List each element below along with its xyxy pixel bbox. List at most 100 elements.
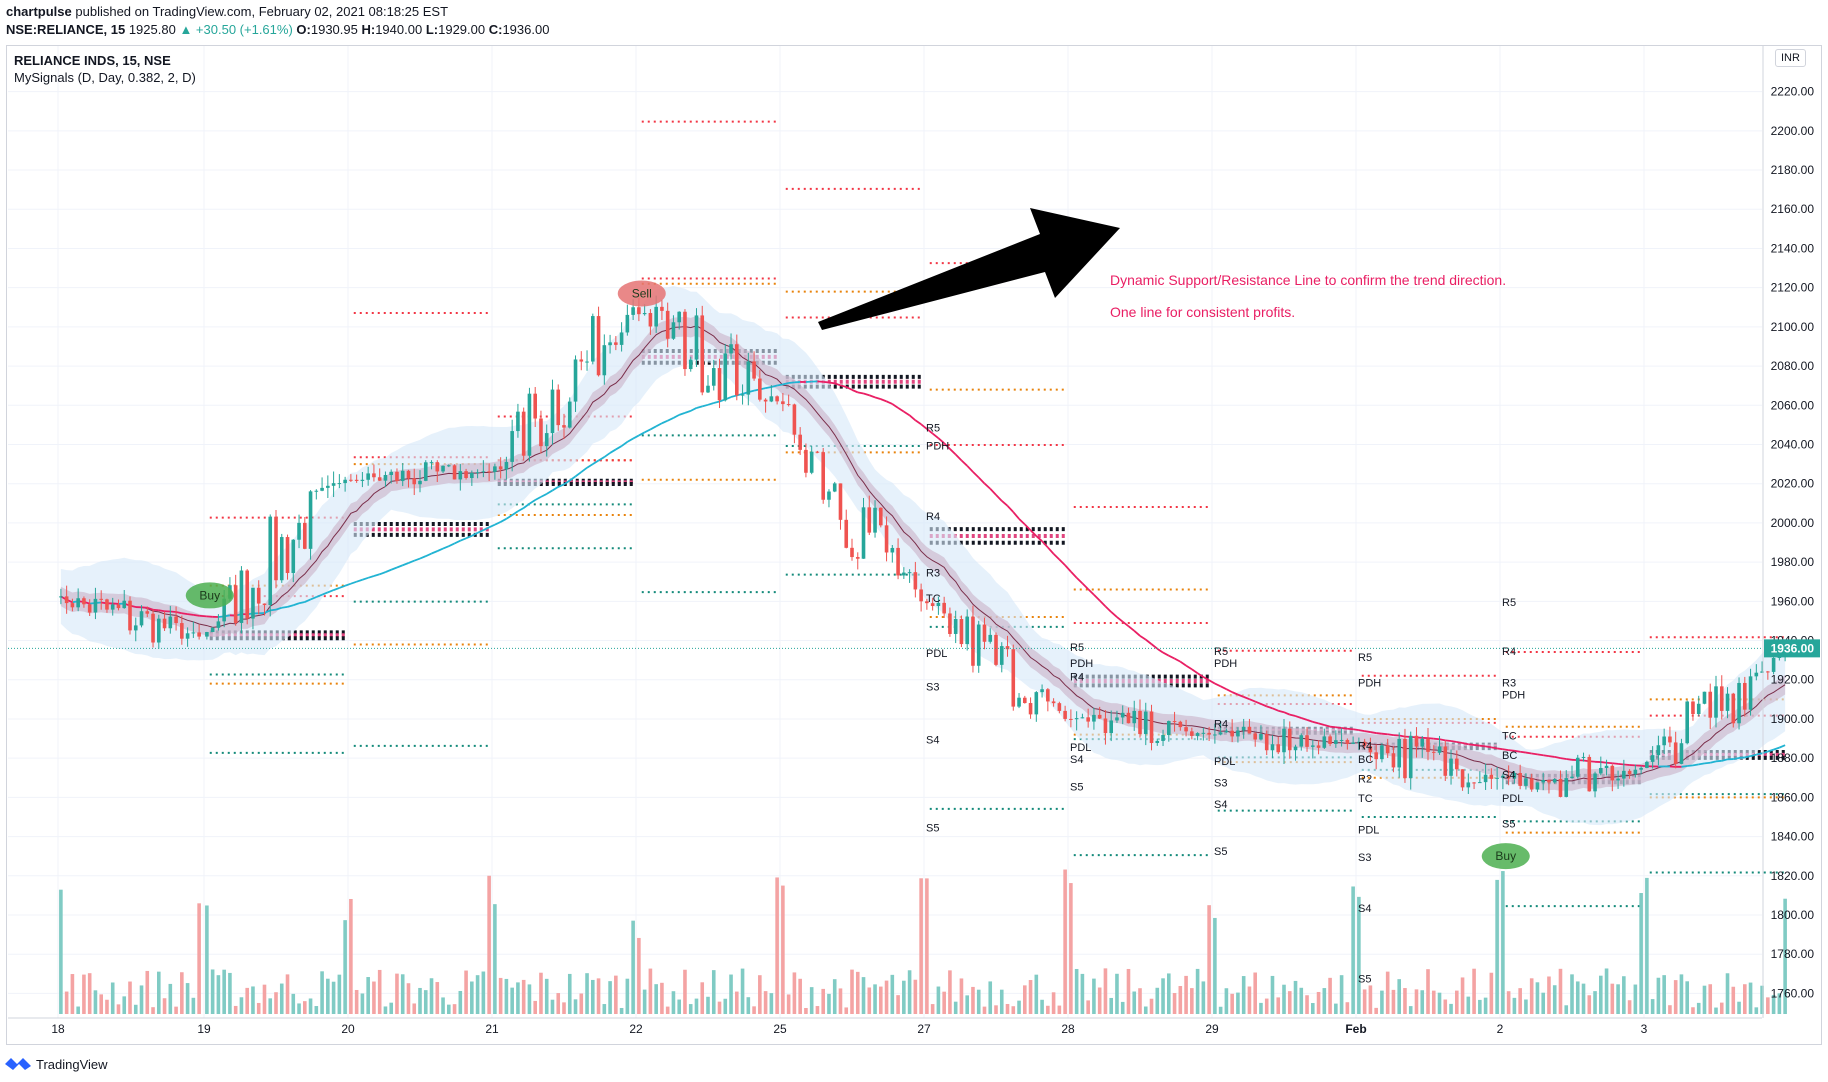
candle-body[interactable] (942, 602, 946, 614)
candle-body[interactable] (1005, 646, 1010, 650)
candle-body[interactable] (533, 393, 537, 419)
candle-body[interactable] (1132, 710, 1137, 724)
candle-body[interactable] (354, 479, 359, 481)
candle-body[interactable] (1172, 721, 1177, 723)
candle-body[interactable] (1737, 682, 1741, 724)
candle-body[interactable] (1616, 778, 1620, 781)
candle-body[interactable] (105, 599, 109, 610)
candle-body[interactable] (539, 418, 543, 447)
candle-body[interactable] (1547, 780, 1551, 783)
candle-body[interactable] (1743, 682, 1747, 710)
candle-body[interactable] (1449, 758, 1453, 776)
candle-body[interactable] (619, 332, 624, 345)
candle-body[interactable] (1351, 742, 1355, 744)
candle-body[interactable] (239, 570, 244, 623)
candle-body[interactable] (1426, 738, 1430, 752)
legend-symbol[interactable]: RELIANCE INDS, 15, NSE (14, 53, 171, 68)
candle-body[interactable] (145, 611, 150, 614)
candle-body[interactable] (1080, 717, 1085, 719)
candle-body[interactable] (1213, 734, 1217, 736)
candle-body[interactable] (925, 601, 929, 604)
candle-body[interactable] (665, 310, 670, 339)
candle-body[interactable] (1564, 778, 1569, 797)
candle-body[interactable] (418, 480, 422, 485)
candle-body[interactable] (1362, 741, 1367, 747)
currency-badge[interactable]: INR (1775, 49, 1806, 67)
candle-body[interactable] (447, 465, 451, 467)
candle-body[interactable] (1524, 778, 1528, 786)
candle-body[interactable] (614, 342, 618, 345)
candle-body[interactable] (1218, 732, 1223, 735)
candle-body[interactable] (1011, 649, 1016, 707)
candle-body[interactable] (1662, 736, 1666, 746)
candle-body[interactable] (1731, 693, 1736, 724)
candle-body[interactable] (1639, 767, 1643, 770)
candle-body[interactable] (1558, 778, 1563, 797)
candle-body[interactable] (642, 312, 647, 315)
candle-body[interactable] (556, 389, 561, 426)
candle-body[interactable] (1057, 703, 1062, 711)
candle-body[interactable] (1051, 701, 1056, 704)
candle-body[interactable] (458, 471, 463, 480)
candle-body[interactable] (637, 307, 641, 315)
candle-body[interactable] (1178, 721, 1183, 728)
candle-body[interactable] (191, 632, 196, 634)
candle-body[interactable] (1120, 712, 1125, 718)
candle-body[interactable] (326, 485, 330, 488)
candle-body[interactable] (498, 466, 503, 470)
candle-body[interactable] (1633, 769, 1638, 775)
candle-body[interactable] (122, 600, 127, 609)
candle-body[interactable] (331, 483, 336, 486)
candle-body[interactable] (608, 342, 612, 346)
candle-body[interactable] (706, 385, 710, 393)
candle-body[interactable] (1391, 753, 1396, 768)
candle-body[interactable] (953, 619, 958, 634)
candle-body[interactable] (890, 547, 895, 553)
candle-body[interactable] (625, 314, 630, 333)
candle-body[interactable] (262, 603, 267, 605)
candle-body[interactable] (821, 452, 825, 500)
candle-body[interactable] (1167, 721, 1171, 736)
candle-body[interactable] (763, 399, 768, 402)
candle-body[interactable] (99, 598, 103, 600)
candle-body[interactable] (1236, 730, 1240, 737)
candle-body[interactable] (919, 589, 923, 602)
candle-body[interactable] (372, 473, 376, 478)
candle-body[interactable] (1339, 739, 1344, 741)
candle-body[interactable] (907, 572, 912, 574)
candle-body[interactable] (383, 475, 388, 481)
candle-body[interactable] (151, 613, 155, 643)
candle-body[interactable] (1345, 739, 1350, 744)
candle-body[interactable] (521, 411, 526, 456)
candle-body[interactable] (711, 368, 716, 386)
candle-body[interactable] (174, 616, 178, 624)
candle-body[interactable] (1673, 742, 1678, 764)
candle-body[interactable] (1322, 736, 1327, 748)
candle-body[interactable] (1103, 718, 1108, 734)
candle-body[interactable] (1270, 744, 1275, 751)
candle-body[interactable] (1455, 758, 1459, 770)
candle-body[interactable] (389, 471, 393, 476)
candle-body[interactable] (216, 621, 221, 628)
annotation-text[interactable]: One line for consistent profits. (1110, 304, 1295, 320)
candle-body[interactable] (82, 598, 86, 605)
candle-body[interactable] (1478, 782, 1482, 784)
candle-body[interactable] (1599, 767, 1603, 774)
candle-body[interactable] (1023, 697, 1027, 704)
candle-body[interactable] (746, 361, 751, 395)
candle-body[interactable] (1063, 710, 1067, 719)
candle-body[interactable] (481, 471, 486, 473)
candle-body[interactable] (884, 525, 889, 553)
candle-body[interactable] (850, 547, 854, 558)
candle-body[interactable] (1627, 770, 1632, 775)
candle-body[interactable] (1224, 730, 1229, 733)
candle-body[interactable] (337, 483, 342, 485)
candle-body[interactable] (1535, 782, 1540, 790)
candle-body[interactable] (769, 396, 774, 402)
candle-body[interactable] (1334, 740, 1338, 744)
candle-body[interactable] (596, 316, 601, 376)
candle-body[interactable] (256, 587, 261, 604)
candle-body[interactable] (1529, 778, 1534, 790)
candle-body[interactable] (1570, 776, 1574, 779)
footer-brand[interactable]: TradingView (36, 1056, 108, 1072)
